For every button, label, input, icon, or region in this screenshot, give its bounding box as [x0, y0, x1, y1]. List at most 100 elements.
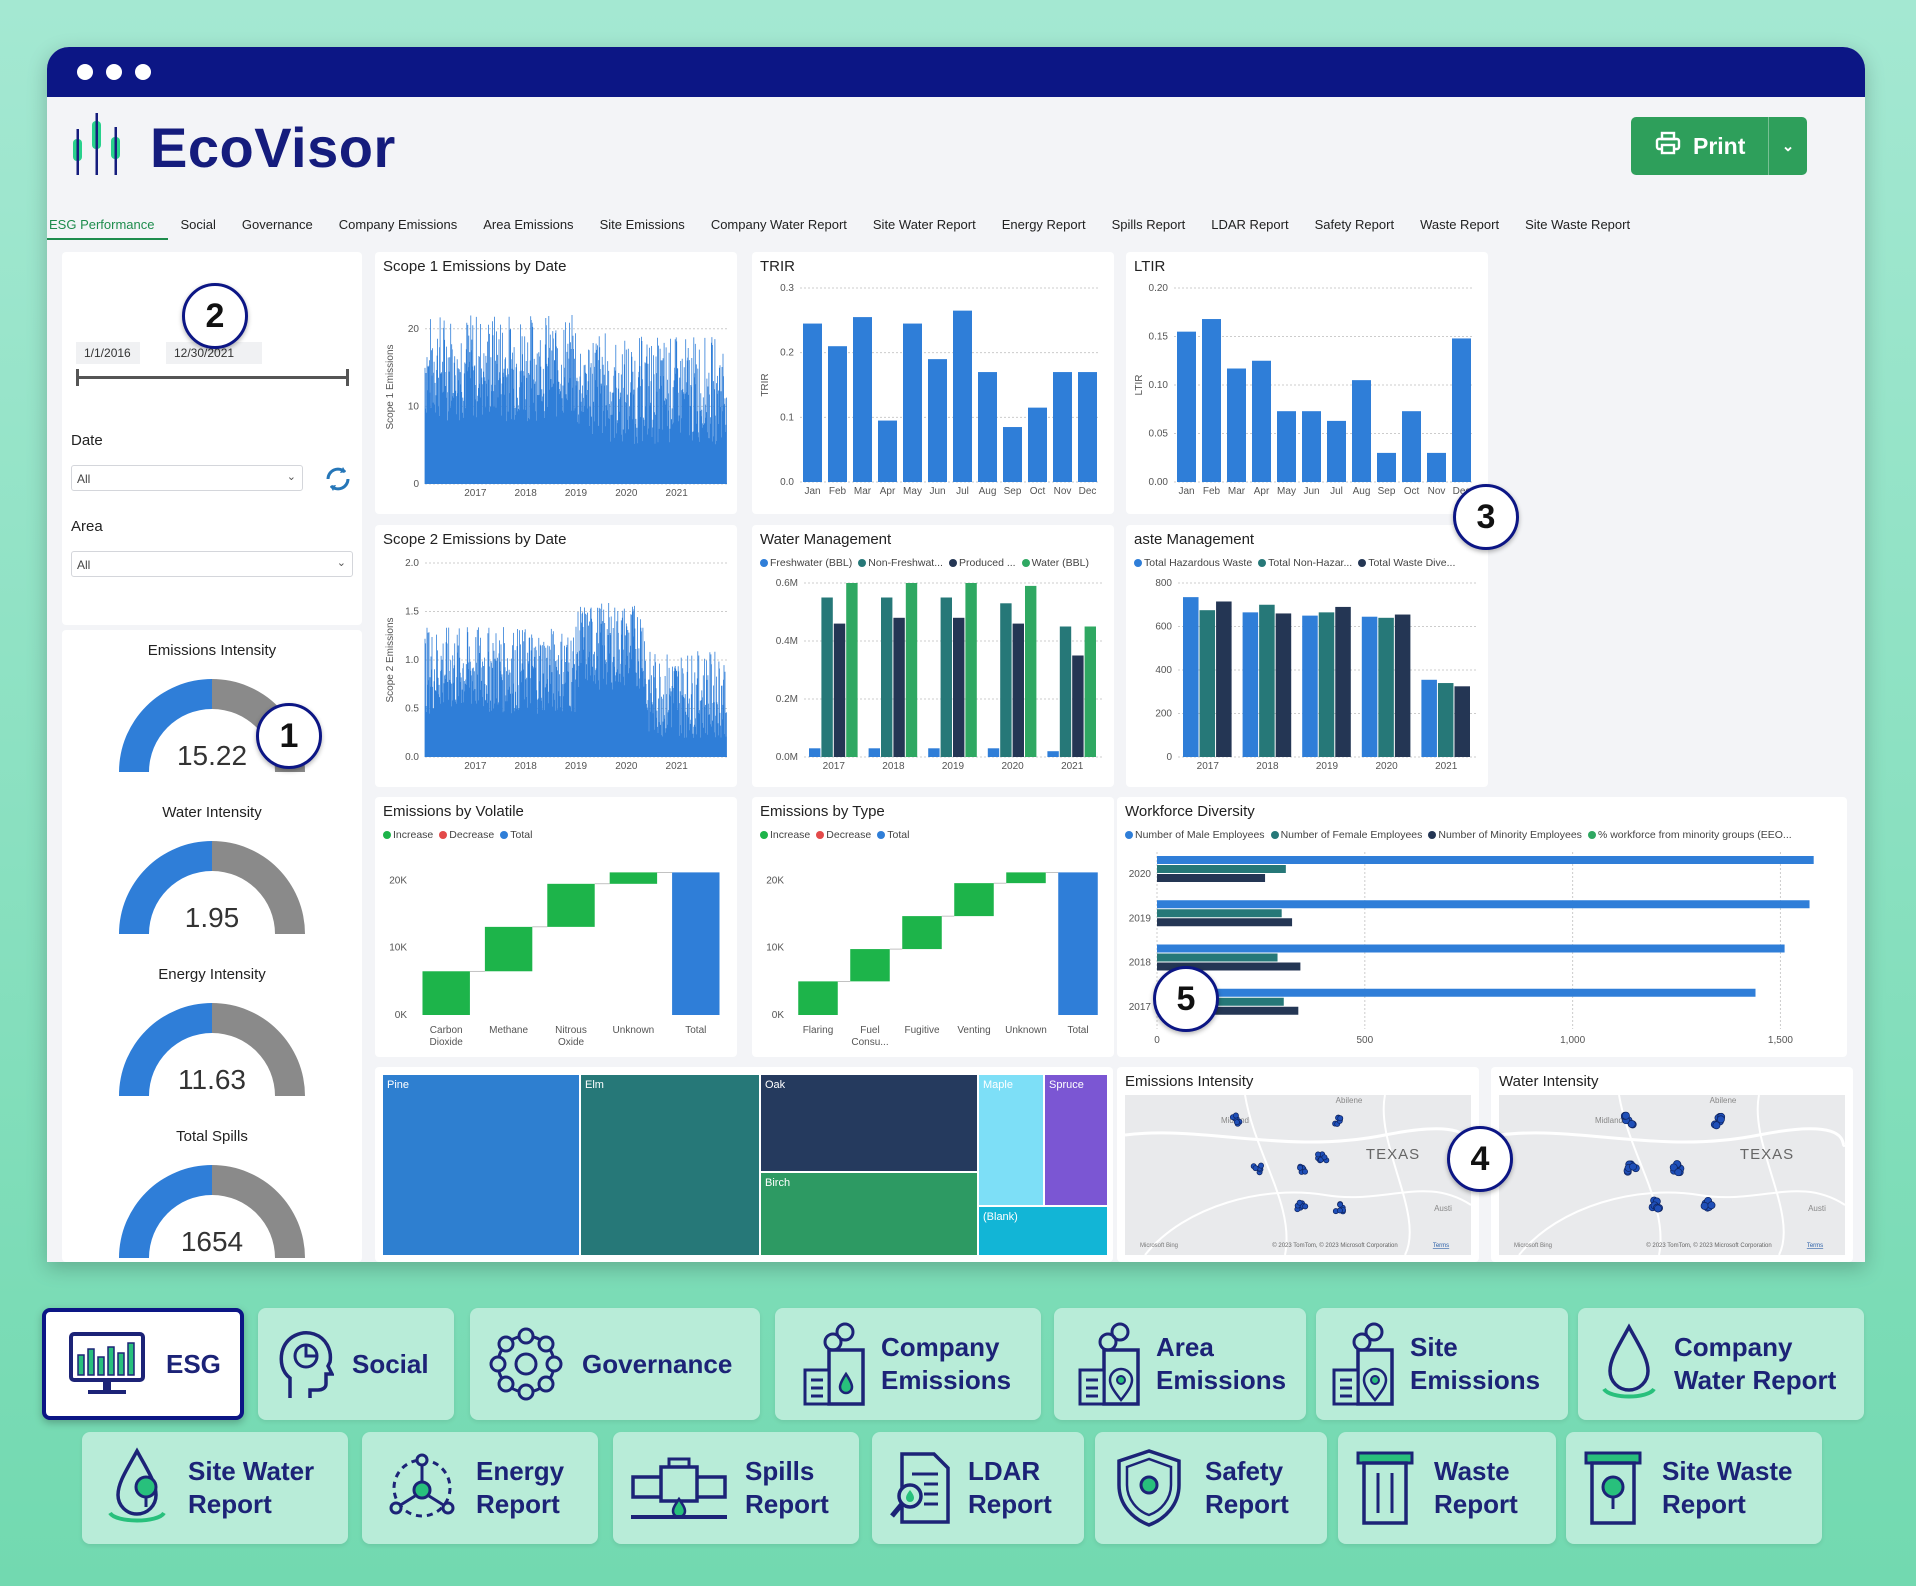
- bar[interactable]: [1157, 909, 1282, 918]
- window-dot[interactable]: [106, 64, 122, 80]
- map-marker[interactable]: [1700, 1202, 1709, 1210]
- map-marker[interactable]: [1337, 1115, 1344, 1122]
- bar[interactable]: [1327, 420, 1346, 482]
- bar[interactable]: [1059, 626, 1072, 758]
- bar[interactable]: [1454, 686, 1470, 757]
- bar[interactable]: [1352, 380, 1371, 482]
- treemap-tile[interactable]: Elm: [581, 1075, 759, 1255]
- tab-safety-report[interactable]: Safety Report: [1314, 217, 1395, 232]
- bar[interactable]: [803, 323, 822, 482]
- tab-energy-report[interactable]: Energy Report: [1001, 217, 1086, 232]
- slider-handle-start[interactable]: [76, 369, 79, 386]
- bar[interactable]: [954, 883, 994, 917]
- map-marker[interactable]: [1627, 1120, 1636, 1128]
- legend-item[interactable]: Total: [877, 829, 909, 841]
- treemap-tile[interactable]: Pine: [383, 1075, 579, 1255]
- bar[interactable]: [1361, 616, 1378, 757]
- map-marker[interactable]: [1337, 1201, 1344, 1208]
- map-marker[interactable]: [1296, 1199, 1303, 1206]
- nav-company-water-report-button[interactable]: Company Water Report: [1578, 1308, 1864, 1420]
- treemap-tile[interactable]: Spruce: [1045, 1075, 1107, 1205]
- bar[interactable]: [1157, 856, 1814, 864]
- bar[interactable]: [978, 372, 997, 482]
- map-marker[interactable]: [1336, 1207, 1343, 1214]
- nav-ldar-report-button[interactable]: LDAR Report: [872, 1432, 1084, 1544]
- area-select[interactable]: All ⌄: [71, 551, 353, 577]
- print-button[interactable]: Print ⌄: [1631, 117, 1807, 175]
- tab-area-emissions[interactable]: Area Emissions: [483, 217, 574, 232]
- bar[interactable]: [850, 949, 890, 982]
- bar[interactable]: [1437, 683, 1454, 757]
- bar[interactable]: [1047, 751, 1059, 757]
- nav-governance-button[interactable]: Governance: [470, 1308, 760, 1420]
- bar[interactable]: [1028, 407, 1047, 482]
- legend-item[interactable]: Increase: [383, 829, 433, 841]
- bar[interactable]: [1000, 603, 1012, 757]
- treemap-tile[interactable]: (Blank): [979, 1207, 1107, 1255]
- tab-company-emissions[interactable]: Company Emissions: [338, 217, 458, 232]
- bar[interactable]: [881, 597, 893, 758]
- map-marker[interactable]: [1653, 1204, 1662, 1213]
- legend-item[interactable]: Total Non-Hazar...: [1258, 557, 1352, 569]
- bar[interactable]: [1157, 944, 1785, 953]
- bar[interactable]: [1277, 411, 1296, 482]
- map-marker[interactable]: [1629, 1162, 1638, 1171]
- bar[interactable]: [1157, 962, 1301, 971]
- legend-item[interactable]: Total Hazardous Waste: [1134, 557, 1252, 569]
- tab-site-water-report[interactable]: Site Water Report: [872, 217, 976, 232]
- bar[interactable]: [1157, 997, 1284, 1006]
- bar[interactable]: [1058, 872, 1098, 1015]
- bar[interactable]: [1216, 601, 1232, 757]
- legend-item[interactable]: Water (BBL): [1021, 557, 1089, 569]
- bar[interactable]: [1157, 874, 1266, 882]
- bar[interactable]: [1318, 612, 1335, 757]
- map-marker[interactable]: [1669, 1163, 1678, 1172]
- nav-company-emissions-button[interactable]: Company Emissions: [775, 1308, 1041, 1420]
- bar[interactable]: [905, 583, 918, 757]
- refresh-icon[interactable]: [322, 463, 354, 495]
- bar[interactable]: [928, 748, 940, 757]
- bar[interactable]: [893, 617, 905, 757]
- bar[interactable]: [821, 597, 833, 758]
- bar[interactable]: [1227, 368, 1246, 482]
- slider-handle-end[interactable]: [346, 369, 349, 386]
- bar[interactable]: [1177, 331, 1196, 482]
- bar[interactable]: [1157, 865, 1286, 873]
- legend-item[interactable]: Produced ...: [948, 557, 1016, 569]
- bar[interactable]: [1252, 360, 1271, 482]
- legend-item[interactable]: Total: [500, 829, 532, 841]
- bar[interactable]: [1072, 655, 1084, 758]
- legend-item[interactable]: Number of Female Employees: [1270, 829, 1422, 841]
- nav-energy-report-button[interactable]: Energy Report: [362, 1432, 598, 1544]
- tab-esg-performance[interactable]: ESG Performance: [47, 212, 168, 240]
- legend-item[interactable]: Number of Male Employees: [1125, 829, 1265, 841]
- map-marker[interactable]: [1674, 1168, 1683, 1177]
- date-start-field[interactable]: 1/1/2016: [76, 342, 140, 364]
- bar[interactable]: [953, 310, 972, 482]
- map-marker[interactable]: [1315, 1151, 1321, 1158]
- bar[interactable]: [1275, 613, 1292, 757]
- legend-item[interactable]: Number of Minority Employees: [1428, 829, 1582, 841]
- bar[interactable]: [902, 916, 942, 950]
- bar[interactable]: [609, 872, 658, 884]
- legend-item[interactable]: % workforce from minority groups (EEO...: [1587, 829, 1792, 841]
- bar[interactable]: [1259, 604, 1275, 757]
- bar[interactable]: [809, 748, 821, 757]
- nav-site-water-report-button[interactable]: Site Water Report: [82, 1432, 348, 1544]
- bar[interactable]: [940, 597, 952, 758]
- bar[interactable]: [547, 883, 595, 927]
- bar[interactable]: [422, 971, 470, 1015]
- bar[interactable]: [1084, 626, 1096, 758]
- bar[interactable]: [1053, 372, 1072, 482]
- bar[interactable]: [1202, 319, 1221, 482]
- bar[interactable]: [903, 323, 922, 482]
- bar[interactable]: [868, 748, 880, 757]
- bar[interactable]: [928, 359, 947, 482]
- date-end-field[interactable]: 12/30/2021: [166, 342, 262, 364]
- tab-site-emissions[interactable]: Site Emissions: [599, 217, 685, 232]
- legend-item[interactable]: Total Waste Dive...: [1358, 557, 1455, 569]
- map-marker[interactable]: [1252, 1165, 1259, 1172]
- bar[interactable]: [987, 748, 1000, 757]
- nav-area-emissions-button[interactable]: Area Emissions: [1054, 1308, 1306, 1420]
